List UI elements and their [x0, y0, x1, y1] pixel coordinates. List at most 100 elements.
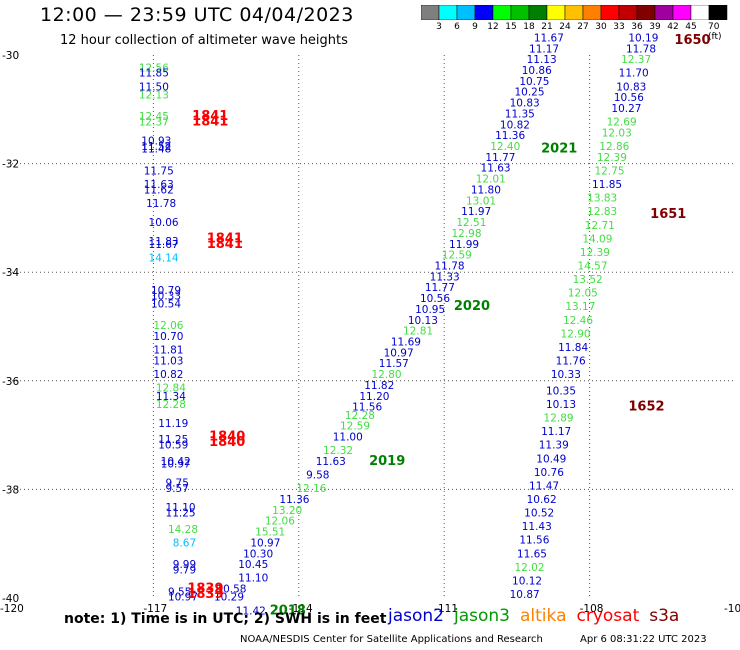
wave-height-value: 11.25	[158, 434, 188, 446]
wave-height-value: 11.85	[139, 68, 169, 80]
pass-time-label: 1650	[674, 33, 710, 48]
colorbar-swatch	[708, 5, 728, 20]
wave-height-value: 12.46	[563, 315, 593, 327]
wave-height-value: 11.85	[592, 179, 622, 191]
legend-cryosat: cryosat	[576, 606, 640, 626]
wave-height-value: 12.28	[156, 399, 186, 411]
wave-height-value: 10.56	[614, 92, 644, 104]
wave-height-value: 12.81	[403, 326, 433, 338]
colorbar-label: 6	[454, 22, 460, 32]
wave-height-value: 13.01	[466, 195, 496, 207]
wave-height-value: 11.99	[449, 239, 479, 251]
wave-height-value: 11.67	[534, 32, 564, 44]
legend-jason3: jason3	[454, 606, 510, 626]
wave-height-value: 11.57	[379, 358, 409, 370]
pass-time-label: 2020	[454, 299, 490, 314]
lon-tick-label: -120	[0, 603, 24, 615]
wave-height-value: 12.71	[585, 220, 615, 232]
colorbar-label: 24	[559, 22, 571, 32]
wave-height-value: 11.56	[352, 402, 382, 414]
color-scale-labels: 3 6 9 12 15 18 21 24 27 30 33 36 39 42 45 70 (ft)	[421, 22, 740, 42]
wave-height-value: 10.82	[500, 119, 530, 131]
wave-height-value: 12.16	[296, 483, 326, 495]
wave-height-value: 11.84	[558, 342, 588, 354]
colorbar-label: 30	[595, 22, 607, 32]
pass-time-label: 1652	[628, 400, 664, 415]
colorbar-label: 12	[487, 22, 499, 32]
wave-height-value: 10.82	[153, 369, 183, 381]
lat-tick-label: -32	[2, 159, 19, 171]
wave-height-value: 11.76	[556, 356, 586, 368]
wave-height-value: 9.58	[306, 470, 329, 482]
pass-time-label: 1841	[192, 109, 228, 124]
wave-height-value: 12.01	[476, 174, 506, 186]
wave-height-value: 13.83	[587, 193, 617, 205]
wave-height-value: 12.90	[561, 328, 591, 340]
pass-time-label: 1651	[650, 207, 686, 222]
colorbar-label: 27	[577, 22, 589, 32]
wave-height-value: 10.58	[216, 584, 246, 596]
wave-height-value: 12.59	[442, 250, 472, 262]
wave-height-value: 11.25	[166, 508, 196, 520]
wave-height-value: 10.42	[161, 456, 191, 468]
wave-height-value: 12.06	[265, 516, 295, 528]
wave-height-value: 12.75	[594, 165, 624, 177]
wave-height-value: 9.75	[166, 478, 189, 490]
wave-height-value: 11.43	[522, 521, 552, 533]
wave-height-value: 11.69	[391, 337, 421, 349]
color-scale-bar	[421, 5, 728, 20]
credit-line: NOAA/NESDIS Center for Satellite Applica…	[240, 634, 543, 645]
wave-height-value: 10.86	[522, 65, 552, 77]
wave-height-value: 11.36	[495, 130, 525, 142]
wave-height-value: 10.52	[524, 508, 554, 520]
wave-height-value: 10.97	[384, 347, 414, 359]
wave-height-value: 10.45	[238, 559, 268, 571]
wave-height-value: 11.62	[144, 184, 174, 196]
wave-height-value: 13.17	[565, 301, 595, 313]
wave-height-value: 12.13	[139, 89, 169, 101]
wave-height-value: 11.50	[139, 81, 169, 93]
lon-tick-label: -105	[724, 603, 740, 615]
legend-altika: altika	[520, 606, 567, 626]
wave-height-value: 11.63	[144, 179, 174, 191]
lon-tick-label: -111	[434, 603, 458, 615]
wave-height-value: 13.52	[573, 274, 603, 286]
wave-height-value: 11.10	[166, 502, 196, 514]
pass-time-label: 1841	[192, 115, 228, 130]
wave-height-value: 12.69	[607, 117, 637, 129]
colorbar-label: 36	[631, 22, 643, 32]
wave-height-value: 12.05	[568, 288, 598, 300]
wave-height-value: 12.51	[456, 217, 486, 229]
wave-height-value: 13.20	[272, 505, 302, 517]
wave-height-value: 10.27	[611, 103, 641, 115]
wave-height-value: 14.28	[168, 524, 198, 536]
map-title: 12:00 — 23:59 UTC 04/04/2023	[40, 4, 354, 26]
generated-timestamp: Apr 6 08:31:22 UTC 2023	[580, 634, 707, 645]
wave-height-value: 11.78	[435, 260, 465, 272]
wave-height-value: 10.54	[151, 298, 181, 310]
wave-height-value: 12.28	[345, 410, 375, 422]
wave-height-value: 11.17	[529, 43, 559, 55]
colorbar-label: 9	[472, 22, 478, 32]
wave-height-value: 14.57	[577, 260, 607, 272]
wave-height-value: 12.03	[602, 127, 632, 139]
wave-height-value: 11.77	[425, 282, 455, 294]
wave-height-value: 11.67	[149, 239, 179, 251]
wave-height-value: 12.39	[597, 152, 627, 164]
wave-height-value: 12.84	[156, 383, 186, 395]
wave-height-value: 11.03	[153, 356, 183, 368]
wave-height-value: 10.95	[415, 304, 445, 316]
wave-height-value: 10.97	[161, 459, 191, 471]
pass-time-label: 2021	[541, 142, 577, 157]
wave-height-value: 12.40	[490, 141, 520, 153]
wave-height-value: 10.33	[151, 290, 181, 302]
lat-tick-label: -34	[2, 267, 19, 279]
pass-time-label: 1841	[207, 231, 243, 246]
wave-height-value: 11.97	[461, 206, 491, 218]
wave-height-value: 9.99	[173, 559, 196, 571]
wave-height-value: 11.47	[529, 480, 559, 492]
wave-height-value: 11.83	[149, 236, 179, 248]
wave-height-value: 10.19	[628, 32, 658, 44]
colorbar-label: 15	[505, 22, 517, 32]
wave-height-value: 12.89	[544, 413, 574, 425]
